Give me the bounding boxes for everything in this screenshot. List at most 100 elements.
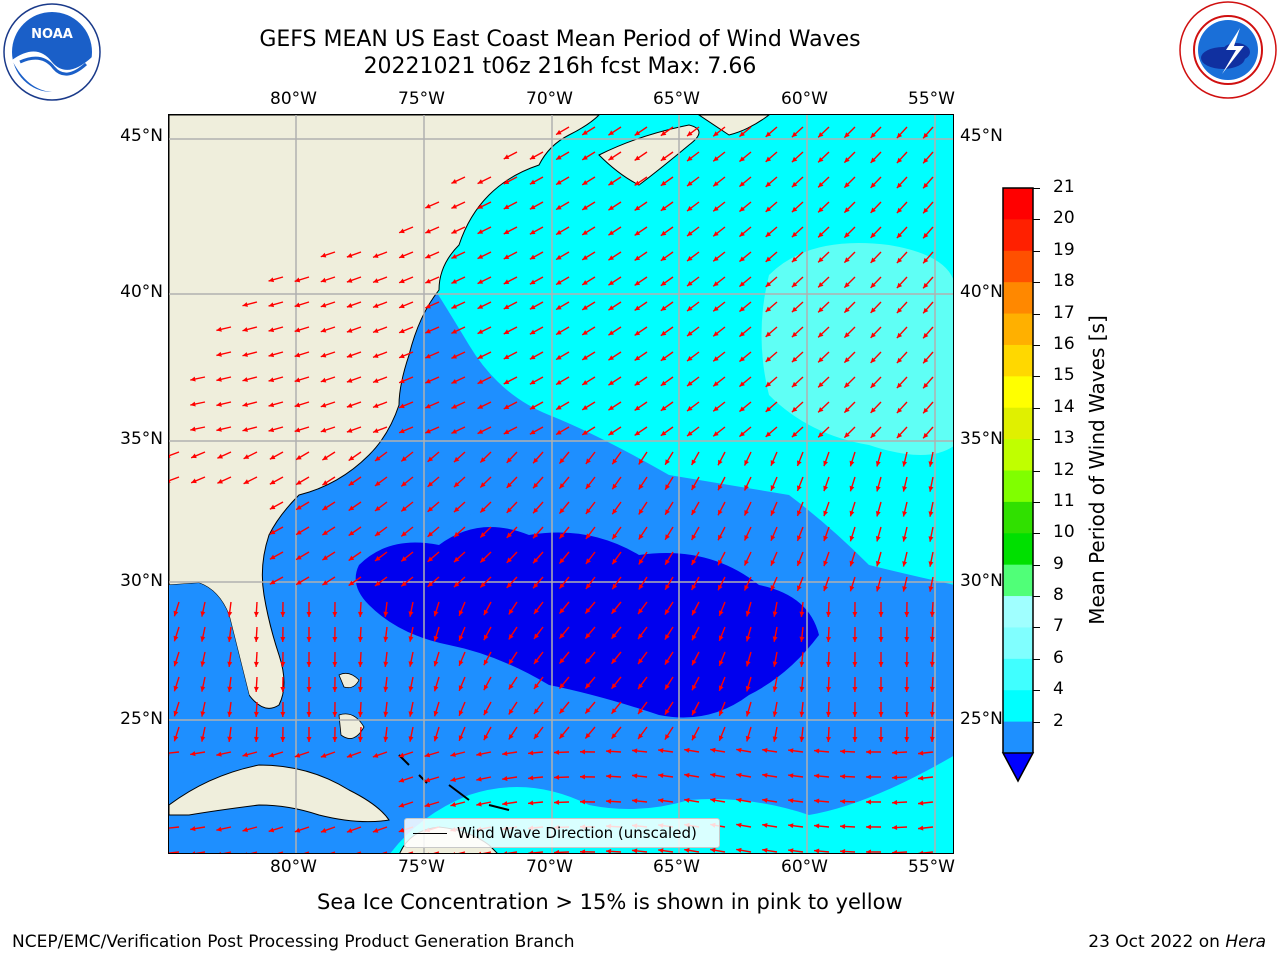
wind-wave-arrowhead	[660, 305, 667, 311]
wind-wave-arrowhead	[844, 257, 850, 263]
wind-wave-arrowhead	[399, 428, 405, 434]
wind-wave-arrowhead	[508, 658, 514, 665]
wind-wave-arrowhead	[169, 478, 171, 483]
wind-wave-arrowhead	[348, 455, 355, 461]
wind-wave-arrowhead	[477, 429, 484, 434]
wind-wave-arrowhead	[173, 660, 179, 667]
wind-wave-arrowhead	[772, 736, 778, 742]
wind-wave-arrowhead	[814, 823, 820, 829]
wind-wave-arrowhead	[357, 686, 363, 692]
wind-wave-arrowhead	[736, 822, 742, 828]
wind-wave-arrowhead	[791, 156, 798, 163]
lon-label-top: 80°W	[270, 89, 317, 109]
wind-wave-arrowhead	[745, 610, 751, 617]
wind-wave-arrowhead	[896, 282, 903, 289]
wind-wave-arrowhead	[508, 608, 514, 615]
wind-wave-arrowhead	[243, 479, 250, 484]
wind-wave-arrowhead	[296, 479, 302, 485]
wind-wave-arrowhead	[582, 155, 588, 160]
wind-wave-arrowhead	[227, 711, 233, 717]
wind-wave-arrowhead	[398, 802, 405, 808]
wind-wave-arrowhead	[844, 282, 850, 288]
wind-wave-arrowhead	[611, 633, 617, 639]
wind-wave-arrowhead	[533, 633, 539, 639]
wind-wave-arrowhead	[791, 256, 798, 263]
wind-wave-arrowhead	[713, 306, 719, 312]
wind-wave-arrowhead	[533, 658, 539, 664]
wind-wave-arrowhead	[242, 827, 248, 833]
wind-wave-arrowhead	[770, 510, 776, 516]
wind-wave-arrowhead	[844, 182, 850, 188]
wind-wave-arrowhead	[374, 455, 381, 461]
wind-wave-arrowhead	[928, 511, 934, 517]
wind-wave-arrowhead	[923, 232, 929, 239]
wind-wave-arrowhead	[870, 257, 876, 263]
wind-wave-arrowhead	[582, 405, 588, 410]
wind-wave-arrowhead	[796, 535, 802, 541]
wind-wave-arrowhead	[399, 378, 405, 384]
wind-wave-arrowhead	[814, 748, 820, 754]
wind-wave-arrowhead	[533, 507, 539, 514]
wind-wave-arrowhead	[638, 683, 644, 690]
colorbar-tick-label: 16	[1053, 333, 1075, 354]
wind-wave-arrowhead	[791, 331, 798, 338]
wind-wave-arrowhead	[684, 797, 690, 803]
wind-wave-arrowhead	[476, 751, 482, 757]
wind-wave-arrowhead	[372, 752, 379, 758]
legend-label: Wind Wave Direction (unscaled)	[457, 824, 697, 842]
wind-wave-arrowhead	[322, 480, 328, 486]
wind-wave-arrowhead	[306, 636, 312, 642]
wind-wave-arrowhead	[348, 530, 355, 536]
wind-wave-arrowhead	[556, 154, 562, 160]
colorbar-band	[1003, 439, 1033, 471]
wind-wave-arrowhead	[503, 279, 510, 284]
wind-wave-arrowhead	[383, 661, 389, 667]
wind-wave-arrowhead	[765, 356, 772, 362]
wind-wave-arrowhead	[849, 535, 855, 542]
wind-wave-arrowhead	[425, 353, 431, 359]
wind-wave-arrowhead	[357, 661, 363, 667]
chart-subtitle: 20221021 t06z 216h fcst Max: 7.66	[363, 54, 757, 79]
lon-label-top: 70°W	[526, 89, 573, 109]
wind-wave-arrowhead	[374, 480, 381, 486]
colorbar-tick-mark	[1033, 313, 1040, 315]
wind-wave-arrowhead	[529, 329, 536, 335]
wind-wave-arrow	[223, 851, 232, 853]
wind-wave-arrowhead	[268, 277, 275, 283]
wind-wave-arrowhead	[243, 454, 250, 459]
wind-wave-arrowhead	[870, 282, 876, 288]
wind-wave-arrowhead	[346, 378, 353, 383]
wind-wave-arrowhead	[320, 427, 327, 433]
wind-wave-arrowhead	[923, 157, 929, 164]
wind-wave-arrowhead	[866, 774, 872, 780]
wind-wave-arrowhead	[739, 431, 745, 437]
wind-wave-arrowhead	[453, 456, 460, 463]
wind-wave-arrowhead	[529, 354, 536, 360]
colorbar-tick-mark	[1033, 250, 1040, 252]
wind-wave-arrowhead	[253, 636, 259, 642]
wind-wave-arrowhead	[556, 279, 562, 285]
wind-wave-arrowhead	[346, 303, 353, 308]
wind-wave-arrowhead	[612, 508, 618, 515]
wind-wave-arrowhead	[582, 255, 588, 260]
wind-wave-arrowhead	[242, 302, 248, 307]
wind-wave-arrowhead	[190, 401, 196, 407]
colorbar-band	[1003, 533, 1033, 566]
wind-wave-arrow	[277, 851, 284, 853]
colorbar-tick-label: 11	[1053, 490, 1075, 511]
wind-wave-arrowhead	[401, 581, 407, 587]
colorbar-tick-mark	[1033, 407, 1040, 409]
map-legend: Wind Wave Direction (unscaled)	[404, 818, 720, 848]
wind-wave-arrowhead	[902, 561, 908, 567]
wind-wave-arrowhead	[772, 636, 778, 642]
wind-wave-arrowhead	[559, 608, 565, 614]
wind-wave-arrowhead	[718, 660, 724, 666]
wind-wave-arrowhead	[294, 302, 301, 308]
colorbar-tick-mark	[1033, 188, 1040, 189]
wind-wave-arrowhead	[450, 777, 456, 782]
wind-wave-arrowhead	[529, 404, 536, 410]
wind-wave-arrowhead	[713, 231, 719, 237]
wind-wave-arrowhead	[508, 683, 514, 690]
wind-wave-arrowhead	[791, 181, 798, 188]
wind-wave-arrowhead	[608, 380, 614, 386]
